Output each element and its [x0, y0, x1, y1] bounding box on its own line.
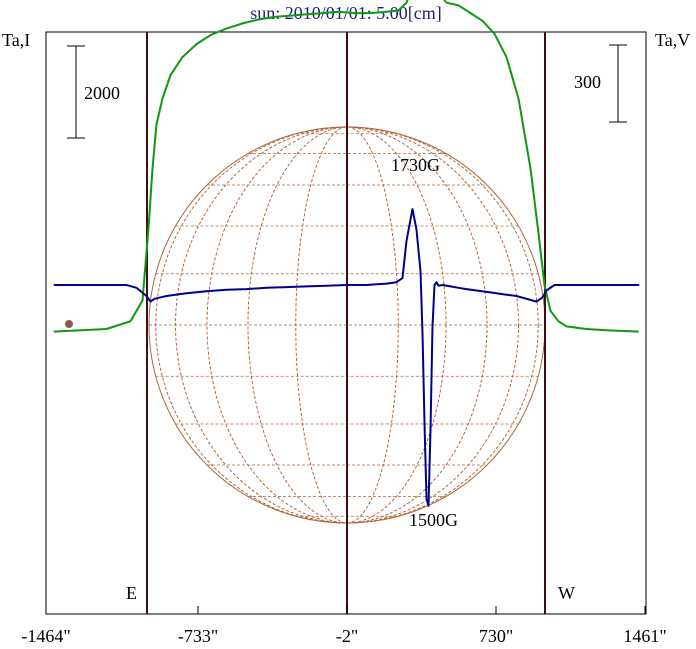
annotation-1500g: 1500G [409, 510, 458, 530]
series-group [53, 0, 640, 507]
x-tick-label: -2" [336, 626, 358, 646]
intensity-series-line [53, 0, 639, 333]
x-ticks: -1464" -733" -2" 730" 1461" [21, 606, 667, 646]
right-scale-bar-label: 300 [574, 72, 601, 92]
left-scale-bar-label: 2000 [84, 83, 120, 103]
west-label: W [558, 583, 575, 603]
x-tick-label: -733" [178, 626, 218, 646]
right-scale-bar [609, 44, 627, 123]
right-axis-label: Ta,V [655, 30, 690, 50]
polarization-series-line [53, 208, 640, 507]
east-label: E [126, 583, 137, 603]
x-tick-label: 1461" [623, 626, 666, 646]
left-axis-label: Ta,I [2, 30, 30, 50]
left-scale-bar [67, 45, 85, 139]
x-tick-label: -1464" [21, 626, 70, 646]
marker-dot [65, 320, 73, 328]
x-tick-label: 730" [479, 626, 513, 646]
annotation-1730g: 1730G [391, 155, 440, 175]
